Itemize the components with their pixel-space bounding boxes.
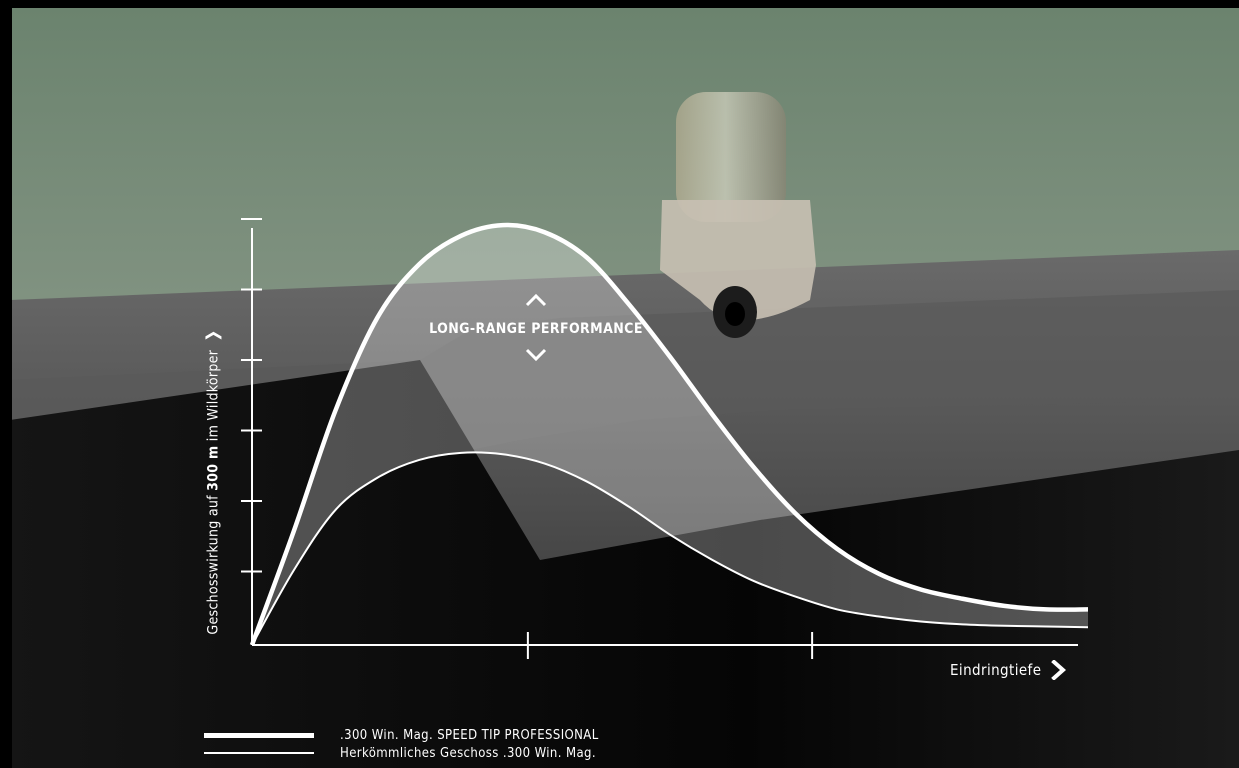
x-axis-label: Eindringtiefe xyxy=(950,660,1067,680)
chevron-right-icon xyxy=(1051,660,1067,680)
y-axis-label: Geschosswirkung auf 300 m im Wildkörper ❯ xyxy=(203,329,222,634)
legend-item-speed-tip: .300 Win. Mag. SPEED TIP PROFESSIONAL xyxy=(204,726,599,744)
series-line-conventional xyxy=(251,451,1089,646)
legend-label: .300 Win. Mag. SPEED TIP PROFESSIONAL xyxy=(340,727,599,743)
legend-item-conventional: Herkömmliches Geschoss .300 Win. Mag. xyxy=(204,744,599,762)
legend: .300 Win. Mag. SPEED TIP PROFESSIONAL He… xyxy=(204,726,599,762)
x-axis-label-text: Eindringtiefe xyxy=(950,661,1042,679)
performance-gap-area xyxy=(252,225,1088,645)
y-axis-label-suffix: im Wildkörper xyxy=(205,349,222,446)
y-axis-label-prefix: Geschosswirkung auf xyxy=(205,490,222,635)
annotation-long-range: LONG-RANGE PERFORMANCE xyxy=(416,292,656,366)
legend-swatch-thin xyxy=(204,752,314,754)
chevron-right-icon: ❯ xyxy=(202,329,222,342)
series-line-speed-tip xyxy=(249,222,1089,646)
annotation-text: LONG-RANGE PERFORMANCE xyxy=(429,321,643,337)
chevron-up-icon xyxy=(525,293,547,307)
y-axis-label-bold: 300 m xyxy=(205,445,222,491)
chevron-down-icon xyxy=(525,348,547,362)
legend-label: Herkömmliches Geschoss .300 Win. Mag. xyxy=(340,745,596,761)
legend-swatch-thick xyxy=(204,732,314,738)
